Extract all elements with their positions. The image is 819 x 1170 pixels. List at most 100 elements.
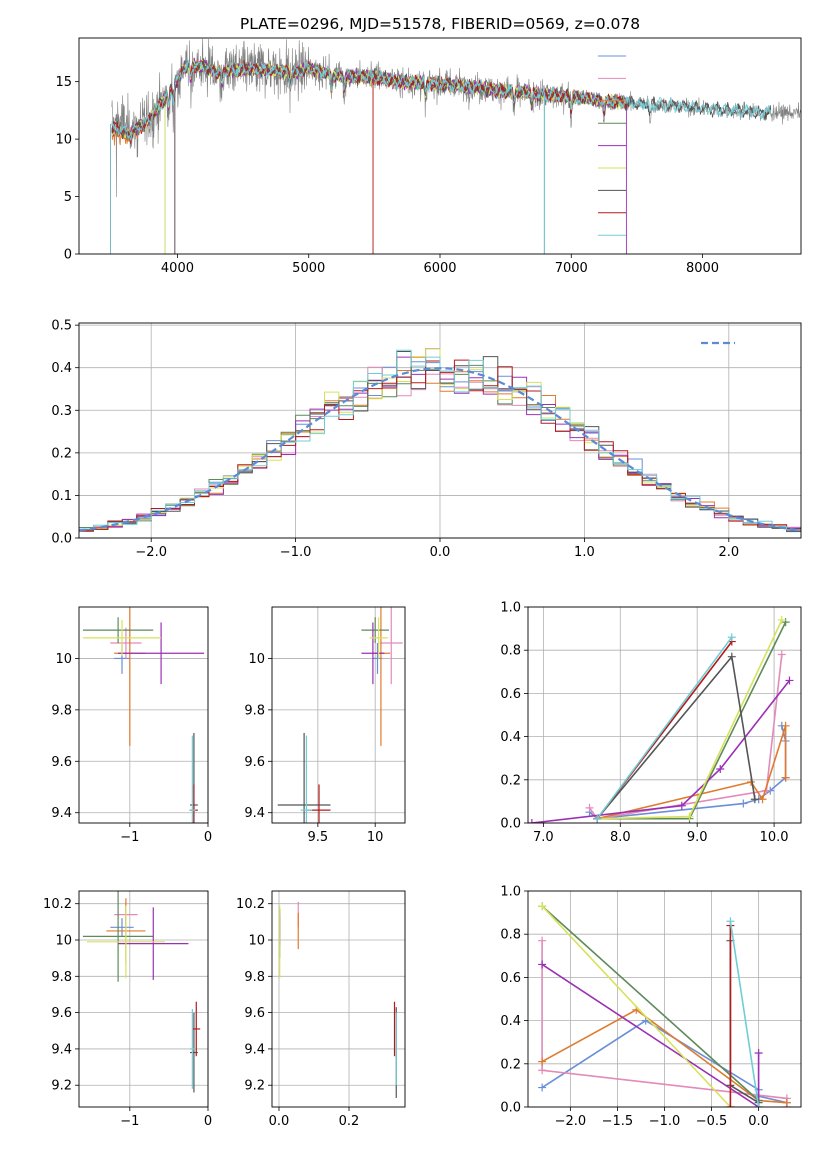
mass-weight-point xyxy=(781,773,790,782)
age_vs_Z-frame xyxy=(78,606,209,824)
residuals-axes: −2.0 −1.0 0.0 1.0 2.0 0.0 0.1 0.2 0.3 0.4 0.5 xyxy=(51,319,801,560)
mass-weight-line xyxy=(531,679,791,823)
x-tick-label: 0 xyxy=(204,830,212,845)
spectrum-plot-area xyxy=(110,38,801,254)
mass-weight-line xyxy=(588,725,787,820)
y-tick-label: 9.6 xyxy=(51,755,72,770)
weight_vs_Z-frame xyxy=(527,890,802,1108)
mass_vs_Z-frame xyxy=(78,890,209,1108)
mass-weight-point xyxy=(754,1103,763,1107)
y-tick-label: 9.4 xyxy=(244,806,265,821)
mass-weight-point xyxy=(727,633,736,642)
y-tick-label: 0.4 xyxy=(51,361,72,376)
residuals-frame xyxy=(78,322,802,539)
y-tick-label: 10 xyxy=(55,934,72,949)
spectrum-axes: 4000 5000 6000 7000 8000 0 5 10 15 xyxy=(55,75,719,276)
weight_vs_Z-axes: −2.0 −1.5 −1.0 −0.5 0.0 0.0 0.2 0.4 0.6 0.8 1.0 xyxy=(500,885,801,1129)
mass-weight-point xyxy=(538,936,547,945)
y-tick-label: 0.0 xyxy=(500,817,521,832)
mass-weight-line xyxy=(597,725,787,820)
x-tick-label: 9.5 xyxy=(308,830,329,845)
y-tick-label: 0.6 xyxy=(500,687,521,702)
x-tick-label: 0.0 xyxy=(430,545,451,560)
spectrum-legend xyxy=(598,55,626,236)
x-tick-label: −1 xyxy=(120,1114,139,1129)
weight_vs_age-frame xyxy=(527,606,802,824)
y-tick-label: 0.0 xyxy=(51,532,72,547)
y-tick-label: 0.8 xyxy=(500,644,521,659)
mass-weight-line xyxy=(729,921,760,1107)
x-tick-label: 9.0 xyxy=(687,830,708,845)
spectrum-frame xyxy=(78,37,802,255)
mass-weight-line xyxy=(596,654,756,820)
figure-title: PLATE=0296, MJD=51578, FIBERID=0569, z=0… xyxy=(240,15,640,33)
y-tick-label: 9.6 xyxy=(51,1006,72,1021)
residual-histogram-step xyxy=(79,349,801,531)
y-tick-label: 9.8 xyxy=(51,703,72,718)
mass-weight-point xyxy=(777,650,786,659)
x-tick-label: 5000 xyxy=(292,261,325,276)
mass_vs_ebv-plot-area xyxy=(279,901,397,1098)
mass_vs_Z-plot-area xyxy=(82,891,201,1093)
mass-weight-point xyxy=(758,795,767,804)
y-tick-label: 10 xyxy=(248,652,265,667)
y-tick-label: 0.0 xyxy=(500,1101,521,1116)
mass-weight-point xyxy=(785,676,794,685)
residuals-plot-area xyxy=(79,348,801,533)
mass-weight-line xyxy=(596,636,733,820)
mass-weight-point xyxy=(781,618,790,627)
y-tick-label: 1.0 xyxy=(500,601,521,616)
mass-weight-point xyxy=(538,1057,547,1066)
x-tick-label: 7.0 xyxy=(533,830,554,845)
mass-weight-point xyxy=(781,721,790,730)
x-tick-label: −1.5 xyxy=(602,1114,634,1129)
x-tick-label: −1.0 xyxy=(649,1114,681,1129)
y-tick-label: 10 xyxy=(55,133,72,148)
y-tick-label: 9.8 xyxy=(51,970,72,985)
y-tick-label: 10 xyxy=(248,934,265,949)
mass-weight-point xyxy=(538,1066,547,1075)
x-tick-label: −2.0 xyxy=(555,1114,587,1129)
weight_vs_age-plot-area xyxy=(528,615,794,823)
x-tick-label: 0.2 xyxy=(339,1114,360,1129)
mass_vs_ebv-frame xyxy=(271,890,406,1108)
mass-weight-point xyxy=(754,1049,763,1057)
y-tick-label: 9.6 xyxy=(244,755,265,770)
mass-weight-line xyxy=(541,905,760,1102)
y-tick-label: 0.6 xyxy=(500,971,521,986)
mass-weight-line xyxy=(541,905,731,1107)
y-tick-label: 0.8 xyxy=(500,928,521,943)
mass-weight-point xyxy=(727,652,736,661)
y-tick-label: 15 xyxy=(55,75,72,90)
age_vs_mass-frame xyxy=(271,606,406,824)
x-tick-label: 0.0 xyxy=(748,1114,769,1129)
y-tick-label: 0.3 xyxy=(51,404,72,419)
y-tick-label: 9.2 xyxy=(244,1079,265,1094)
mass-weight-point xyxy=(528,819,536,823)
mass-weight-line xyxy=(541,1008,787,1104)
y-tick-label: 9.8 xyxy=(244,970,265,985)
mass-weight-point xyxy=(716,765,725,773)
x-tick-label: 0.0 xyxy=(269,1114,290,1129)
y-tick-label: 9.6 xyxy=(244,1006,265,1021)
mass_vs_Z-axes: −1 0 9.2 9.4 9.6 9.8 10 10.2 xyxy=(43,891,212,1129)
age_vs_mass-plot-area xyxy=(277,607,403,823)
mass-weight-point xyxy=(685,812,694,821)
y-tick-label: 9.4 xyxy=(51,1042,72,1057)
weight_vs_Z-plot-area xyxy=(538,902,791,1107)
y-tick-label: 10 xyxy=(55,652,72,667)
x-tick-label: 7000 xyxy=(555,261,588,276)
y-tick-label: 9.4 xyxy=(51,806,72,821)
x-tick-label: 8.0 xyxy=(610,830,631,845)
y-tick-label: 0 xyxy=(64,248,72,263)
x-tick-label: 1.0 xyxy=(574,545,595,560)
y-tick-label: 0.1 xyxy=(51,489,72,504)
observed-spectrum xyxy=(111,38,801,197)
mass-weight-point xyxy=(585,803,594,812)
y-tick-label: 0.2 xyxy=(51,446,72,461)
y-tick-label: 0.5 xyxy=(51,319,72,334)
x-tick-label: 10 xyxy=(367,830,384,845)
y-tick-label: 9.2 xyxy=(51,1079,72,1094)
